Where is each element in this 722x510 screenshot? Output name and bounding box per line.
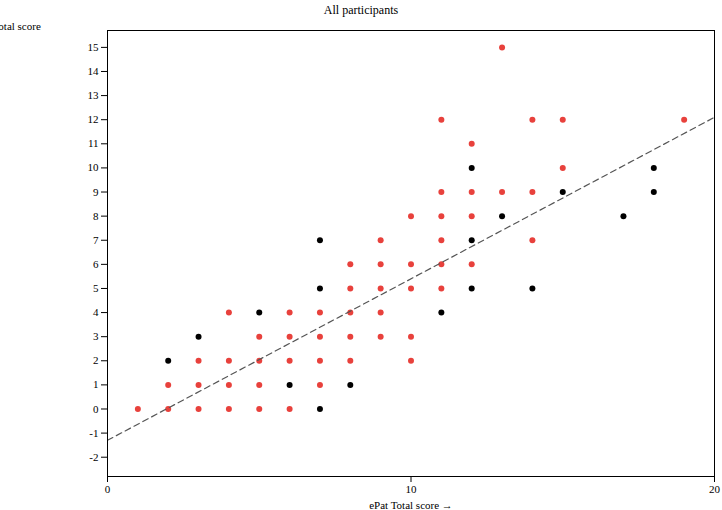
svg-text:4: 4 [93,306,99,318]
svg-text:11: 11 [88,137,99,149]
svg-text:9: 9 [93,186,99,198]
svg-text:7: 7 [93,234,99,246]
svg-text:15: 15 [88,41,100,53]
svg-text:12: 12 [88,113,99,125]
svg-text:0: 0 [105,483,111,495]
svg-text:10: 10 [88,161,100,173]
svg-text:20: 20 [709,483,721,495]
svg-text:14: 14 [88,65,100,77]
svg-text:8: 8 [93,210,99,222]
svg-text:2: 2 [93,354,99,366]
svg-text:-2: -2 [89,451,98,463]
svg-text:13: 13 [88,89,100,101]
svg-text:ePat Total score →: ePat Total score → [369,499,453,510]
svg-text:3: 3 [93,330,99,342]
svg-text:Abbey total score: Abbey total score [0,20,41,32]
svg-text:1: 1 [93,378,99,390]
svg-text:6: 6 [93,258,99,270]
svg-text:10: 10 [406,483,418,495]
html-text:All participants: All participants [323,3,399,17]
svg-text:-1: -1 [89,427,98,439]
svg-text:0: 0 [93,403,99,415]
svg-text:5: 5 [93,282,99,294]
